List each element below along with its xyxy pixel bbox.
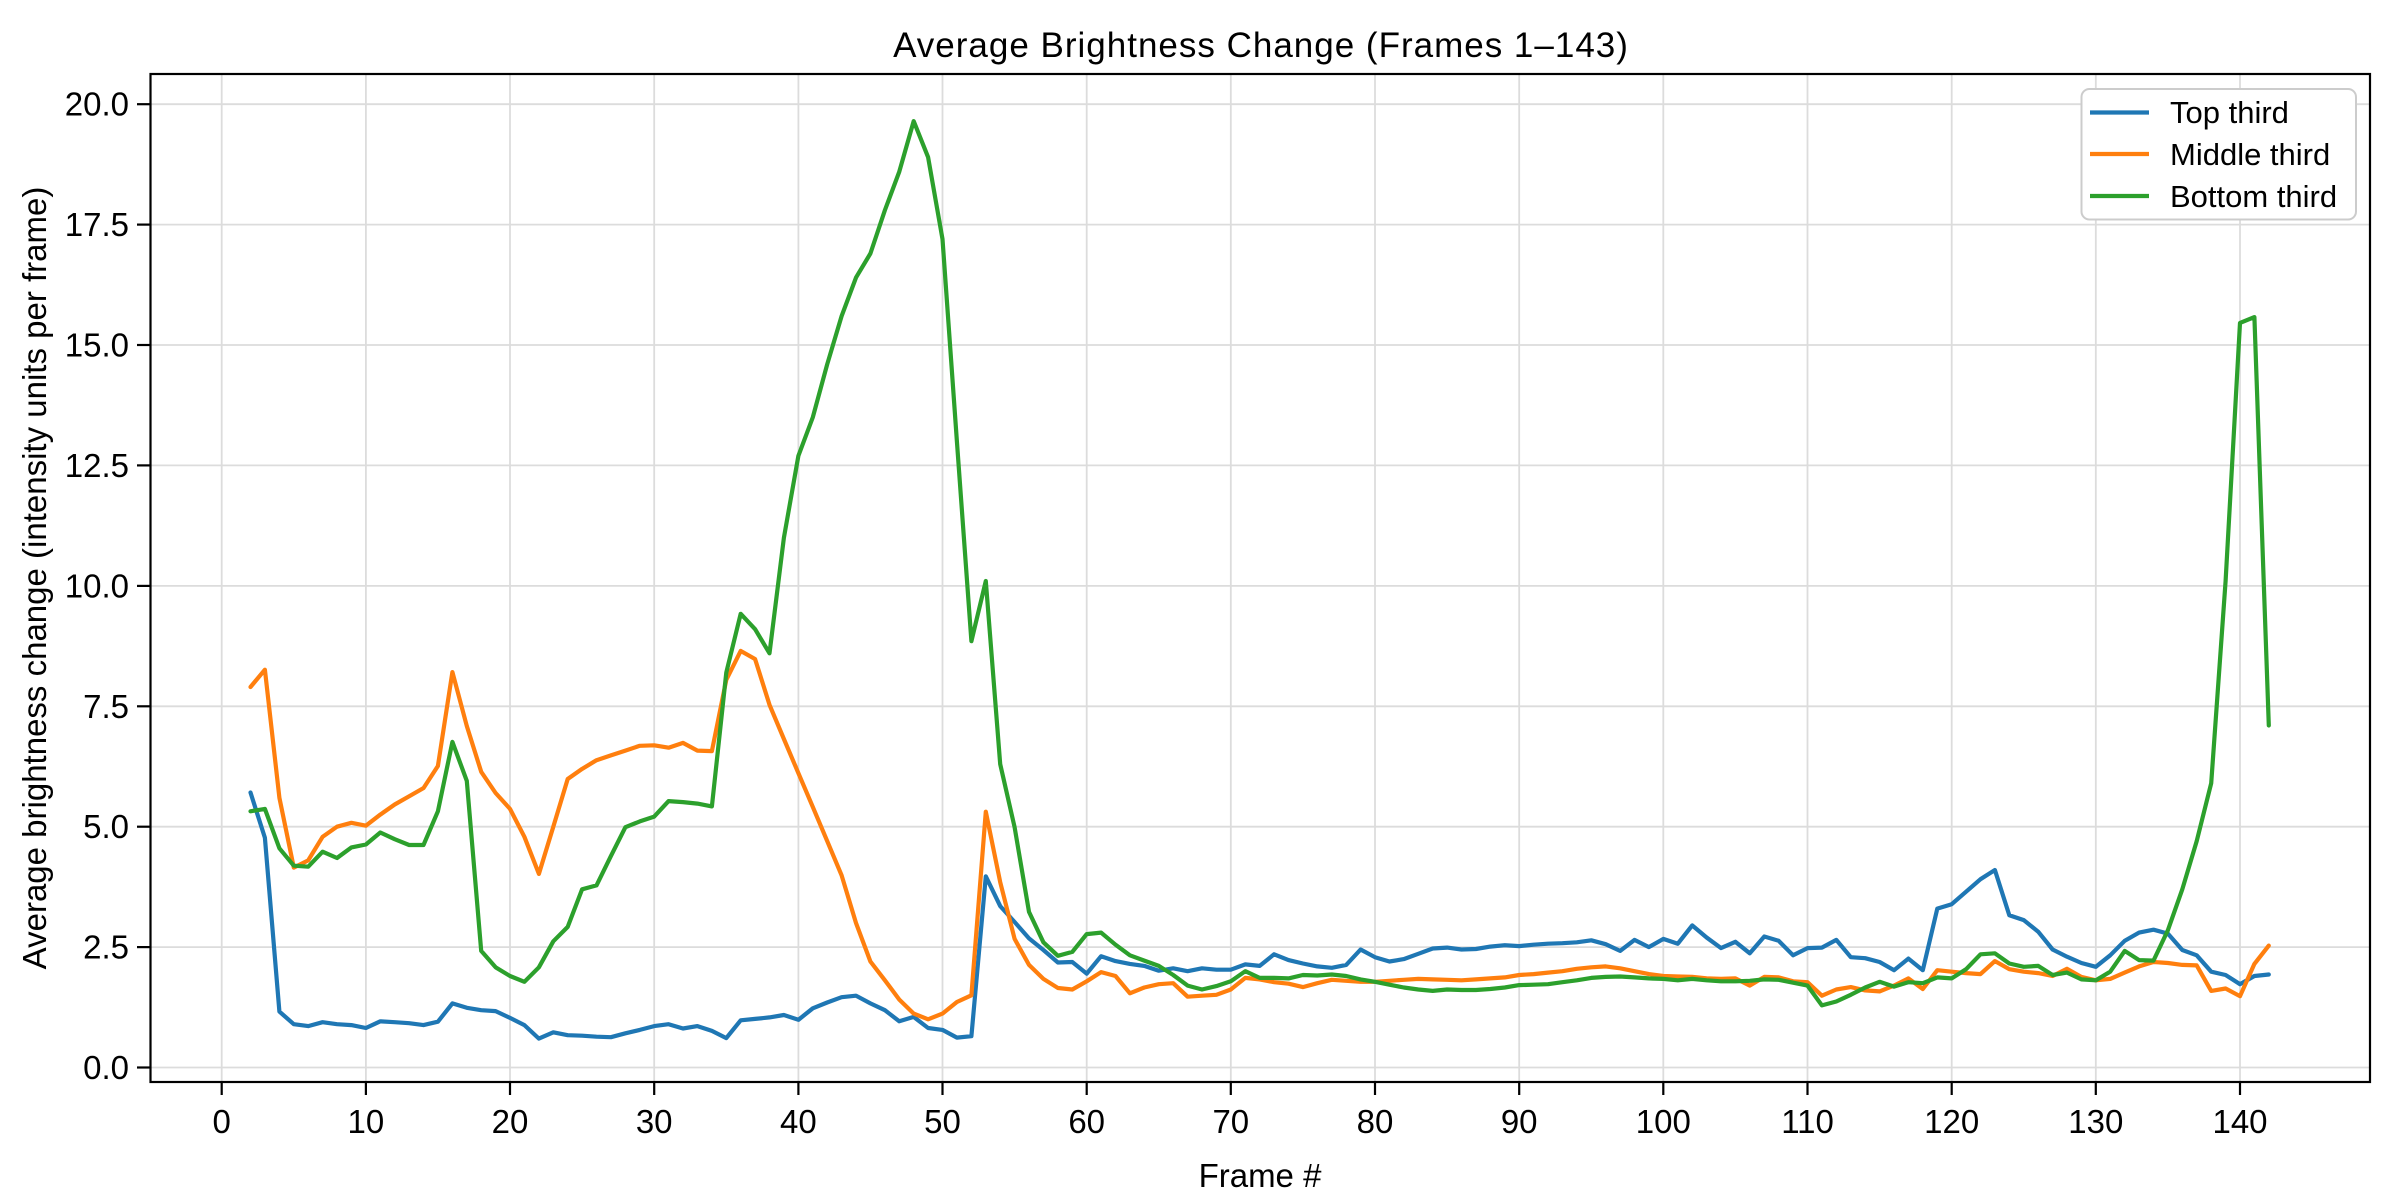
svg-text:Middle third: Middle third: [2170, 137, 2330, 172]
svg-text:17.5: 17.5: [65, 206, 129, 243]
svg-text:100: 100: [1636, 1103, 1691, 1140]
svg-text:10: 10: [348, 1103, 385, 1140]
svg-text:80: 80: [1357, 1103, 1394, 1140]
svg-text:Bottom third: Bottom third: [2170, 179, 2337, 214]
svg-text:40: 40: [780, 1103, 817, 1140]
svg-text:0: 0: [213, 1103, 231, 1140]
svg-text:50: 50: [924, 1103, 961, 1140]
svg-text:70: 70: [1212, 1103, 1249, 1140]
svg-text:7.5: 7.5: [83, 688, 129, 725]
svg-text:20.0: 20.0: [65, 86, 129, 123]
svg-text:130: 130: [2068, 1103, 2123, 1140]
svg-text:120: 120: [1924, 1103, 1979, 1140]
svg-text:110: 110: [1781, 1103, 1834, 1140]
svg-text:Top third: Top third: [2170, 95, 2289, 130]
svg-text:60: 60: [1068, 1103, 1105, 1140]
svg-text:0.0: 0.0: [83, 1049, 129, 1086]
svg-text:5.0: 5.0: [83, 808, 129, 845]
svg-text:90: 90: [1501, 1103, 1538, 1140]
svg-text:10.0: 10.0: [65, 567, 129, 604]
svg-text:Average Brightness Change (Fra: Average Brightness Change (Frames 1–143): [893, 26, 1629, 65]
svg-text:2.5: 2.5: [83, 929, 129, 966]
svg-text:30: 30: [636, 1103, 673, 1140]
svg-text:15.0: 15.0: [65, 327, 129, 364]
svg-text:Frame #: Frame #: [1199, 1157, 1323, 1194]
svg-text:Average brightness change (int: Average brightness change (intensity uni…: [16, 187, 53, 970]
svg-text:140: 140: [2212, 1103, 2267, 1140]
svg-text:12.5: 12.5: [65, 447, 129, 484]
svg-text:20: 20: [492, 1103, 529, 1140]
